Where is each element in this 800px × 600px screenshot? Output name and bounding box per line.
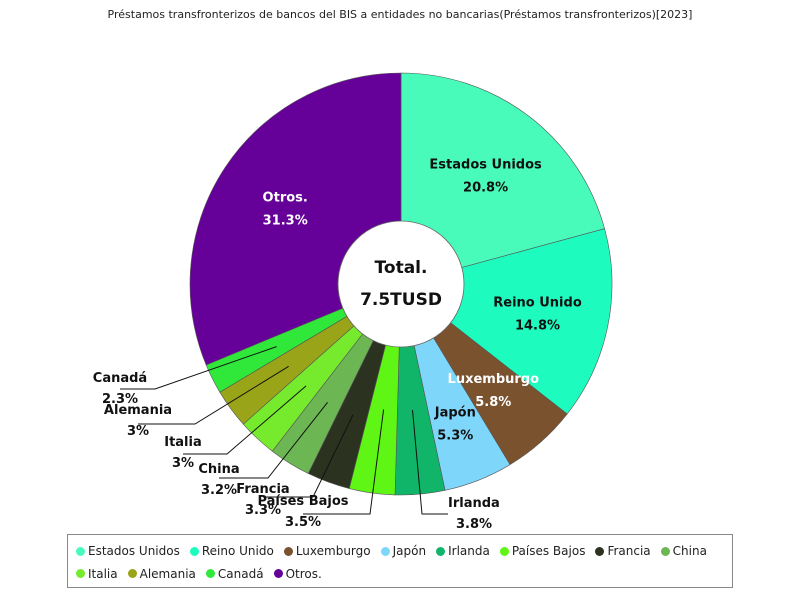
legend-item-china[interactable]: China bbox=[660, 540, 707, 562]
pie-chart: Total. 7.5TUSD Estados Unidos 20.8% Reino Un… bbox=[93, 72, 613, 530]
legend-item-alemania[interactable]: Alemania bbox=[127, 563, 196, 585]
leader-line-alemania bbox=[138, 365, 289, 425]
legend-swatch bbox=[273, 569, 283, 578]
legend-label: China bbox=[672, 544, 707, 558]
chart-legend: Estados Unidos Reino Unido Luxemburgo Japón… bbox=[67, 534, 733, 588]
slice-value-alemania: 3% bbox=[127, 424, 149, 439]
legend-label: Francia bbox=[607, 544, 651, 558]
slice-label-reino-unido: Reino Unido bbox=[493, 296, 582, 311]
slice-label-francia: Francia bbox=[236, 482, 289, 497]
legend-label: Alemania bbox=[139, 566, 196, 581]
donut-hole bbox=[337, 220, 465, 348]
legend-item-japon[interactable]: Japón bbox=[380, 540, 427, 562]
leader-line-china bbox=[219, 401, 328, 479]
pie-labels: Estados Unidos 20.8% Reino Unido 14.8% Luxem… bbox=[93, 157, 582, 530]
slice-value-irlanda: 3.8% bbox=[456, 517, 492, 530]
legend-item-otros[interactable]: Otros. bbox=[273, 563, 322, 585]
slice-value-otros: 31.3% bbox=[263, 214, 308, 229]
leader-line-italia bbox=[183, 385, 307, 455]
legend-swatch bbox=[76, 569, 85, 578]
slice-value-luxemburgo: 5.8% bbox=[475, 395, 511, 410]
legend-label: Japón bbox=[392, 544, 427, 558]
legend-label: Estados Unidos bbox=[88, 544, 180, 558]
slice-value-china: 3.2% bbox=[201, 483, 237, 498]
slice-value-japon: 5.3% bbox=[437, 428, 473, 443]
legend-item-reino-unido[interactable]: Reino Unido bbox=[189, 540, 274, 562]
slice-value-francia: 3.3% bbox=[245, 503, 281, 518]
legend-item-italia[interactable]: Italia bbox=[76, 563, 118, 585]
leader-line-francia bbox=[263, 414, 354, 498]
legend-label: Irlanda bbox=[448, 544, 490, 558]
legend-swatch bbox=[380, 546, 390, 556]
center-label-title: Total. bbox=[375, 258, 428, 278]
slice-value-estados-unidos: 20.8% bbox=[463, 180, 508, 195]
slice-label-italia: Italia bbox=[164, 435, 202, 450]
legend-label: Italia bbox=[88, 566, 118, 581]
legend-swatch bbox=[76, 546, 85, 556]
legend-item-luxemburgo[interactable]: Luxemburgo bbox=[283, 540, 371, 562]
slice-label-china: China bbox=[198, 462, 239, 477]
legend-swatch bbox=[660, 546, 670, 556]
legend-label: Reino Unido bbox=[201, 544, 274, 558]
legend-swatch bbox=[127, 569, 137, 578]
slice-label-japon: Japón bbox=[434, 405, 476, 420]
slice-value-italia: 3% bbox=[172, 456, 194, 471]
slice-label-alemania: Alemania bbox=[104, 403, 172, 418]
legend-label: Canadá bbox=[217, 566, 264, 581]
slice-value-canada: 2.3% bbox=[102, 392, 138, 407]
slice-label-luxemburgo: Luxemburgo bbox=[448, 372, 540, 387]
chart-title: Préstamos transfronterizos de bancos del… bbox=[107, 8, 693, 21]
legend-item-francia[interactable]: Francia bbox=[595, 540, 651, 562]
legend-swatch bbox=[595, 546, 605, 556]
legend-swatch bbox=[189, 546, 199, 556]
center-label-value: 7.5TUSD bbox=[360, 290, 442, 310]
legend-label: Luxemburgo bbox=[295, 544, 371, 558]
legend-label: Países Bajos bbox=[511, 544, 586, 558]
leader-line-paises-bajos bbox=[303, 409, 385, 515]
leader-line-irlanda bbox=[412, 410, 448, 515]
slice-value-reino-unido: 14.8% bbox=[515, 319, 560, 334]
slice-label-canada: Canadá bbox=[93, 371, 147, 386]
slice-label-irlanda: Irlanda bbox=[448, 496, 500, 511]
legend-item-estados-unidos[interactable]: Estados Unidos bbox=[76, 540, 180, 562]
legend-swatch bbox=[436, 546, 446, 556]
legend-swatch bbox=[205, 569, 215, 578]
leader-line-canada bbox=[120, 346, 277, 390]
slice-label-paises-bajos: Países Bajos bbox=[257, 494, 348, 509]
slice-label-otros: Otros. bbox=[263, 191, 308, 206]
legend-item-paises-bajos[interactable]: Países Bajos bbox=[499, 540, 586, 562]
slice-estados-unidos[interactable] bbox=[400, 72, 605, 285]
legend-label: Otros. bbox=[285, 566, 322, 581]
slice-value-paises-bajos: 3.5% bbox=[285, 515, 321, 530]
slice-label-estados-unidos: Estados Unidos bbox=[429, 157, 542, 172]
legend-item-canada[interactable]: Canadá bbox=[205, 563, 264, 585]
legend-swatch bbox=[499, 546, 509, 556]
legend-item-irlanda[interactable]: Irlanda bbox=[436, 540, 490, 562]
legend-swatch bbox=[283, 546, 293, 556]
